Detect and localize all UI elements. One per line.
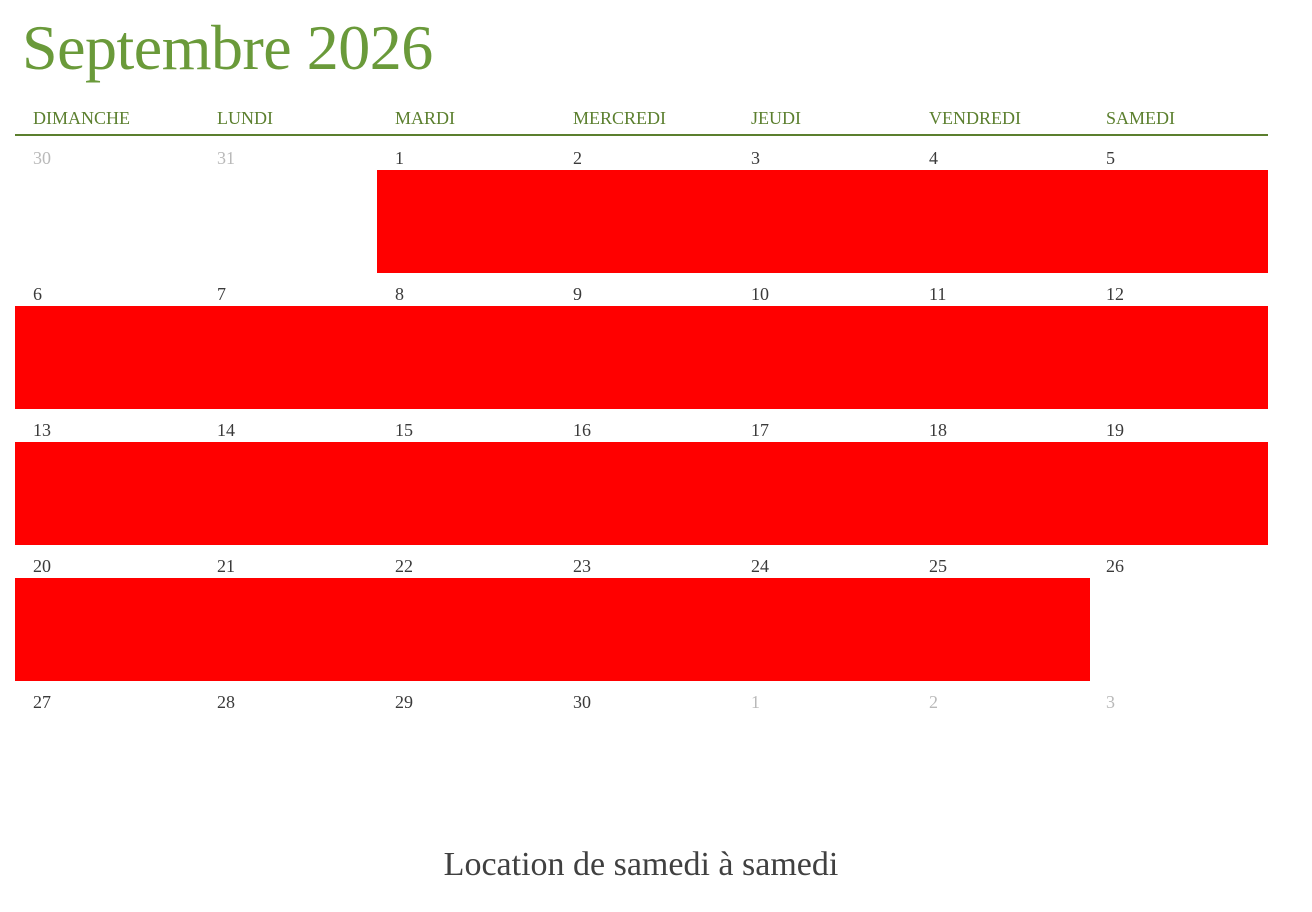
- day-number: 5: [1106, 148, 1115, 168]
- adjacent-month-day-number: 31: [217, 148, 235, 168]
- day-number: 15: [395, 420, 413, 440]
- day-number: 10: [751, 284, 769, 304]
- booked-week-bar: [15, 578, 1090, 681]
- day-number: 20: [33, 556, 51, 576]
- day-number: 30: [573, 692, 591, 712]
- day-number: 8: [395, 284, 404, 304]
- month-title: Septembre 2026: [22, 12, 433, 83]
- day-number: 26: [1106, 556, 1124, 576]
- day-number: 25: [929, 556, 947, 576]
- booked-week-bar: [377, 170, 1268, 273]
- day-number: 28: [217, 692, 235, 712]
- adjacent-month-day-number: 2: [929, 692, 938, 712]
- day-number: 24: [751, 556, 769, 576]
- day-number: 17: [751, 420, 769, 440]
- day-number: 4: [929, 148, 938, 168]
- day-number: 23: [573, 556, 591, 576]
- booked-week-bar: [15, 442, 1268, 545]
- day-number: 19: [1106, 420, 1124, 440]
- adjacent-month-day-number: 30: [33, 148, 51, 168]
- weekday-label: MERCREDI: [573, 108, 667, 128]
- day-number: 13: [33, 420, 51, 440]
- weekday-label: MARDI: [395, 108, 456, 128]
- day-number: 14: [217, 420, 235, 440]
- day-number: 6: [33, 284, 42, 304]
- day-number: 1: [395, 148, 404, 168]
- day-number: 21: [217, 556, 235, 576]
- adjacent-month-day-number: 1: [751, 692, 760, 712]
- day-number: 11: [929, 284, 947, 304]
- day-number: 2: [573, 148, 582, 168]
- weekday-label: JEUDI: [751, 108, 801, 128]
- weekday-label: DIMANCHE: [33, 108, 130, 128]
- day-number: 12: [1106, 284, 1124, 304]
- day-number: 29: [395, 692, 413, 712]
- weekday-header: DIMANCHE LUNDI MARDI MERCREDI JEUDI VEND…: [15, 104, 1268, 136]
- day-number: 3: [751, 148, 760, 168]
- day-number: 9: [573, 284, 582, 304]
- booked-week-bar: [15, 306, 1268, 409]
- day-number: 22: [395, 556, 413, 576]
- weekday-label: VENDREDI: [929, 108, 1021, 128]
- day-number: 18: [929, 420, 947, 440]
- weekday-label: SAMEDI: [1106, 108, 1176, 128]
- weekday-label: LUNDI: [217, 108, 273, 128]
- day-number: 7: [217, 284, 226, 304]
- day-number: 16: [573, 420, 591, 440]
- adjacent-month-day-number: 3: [1106, 692, 1115, 712]
- day-number: 27: [33, 692, 51, 712]
- footer-note: Location de samedi à samedi: [443, 846, 839, 883]
